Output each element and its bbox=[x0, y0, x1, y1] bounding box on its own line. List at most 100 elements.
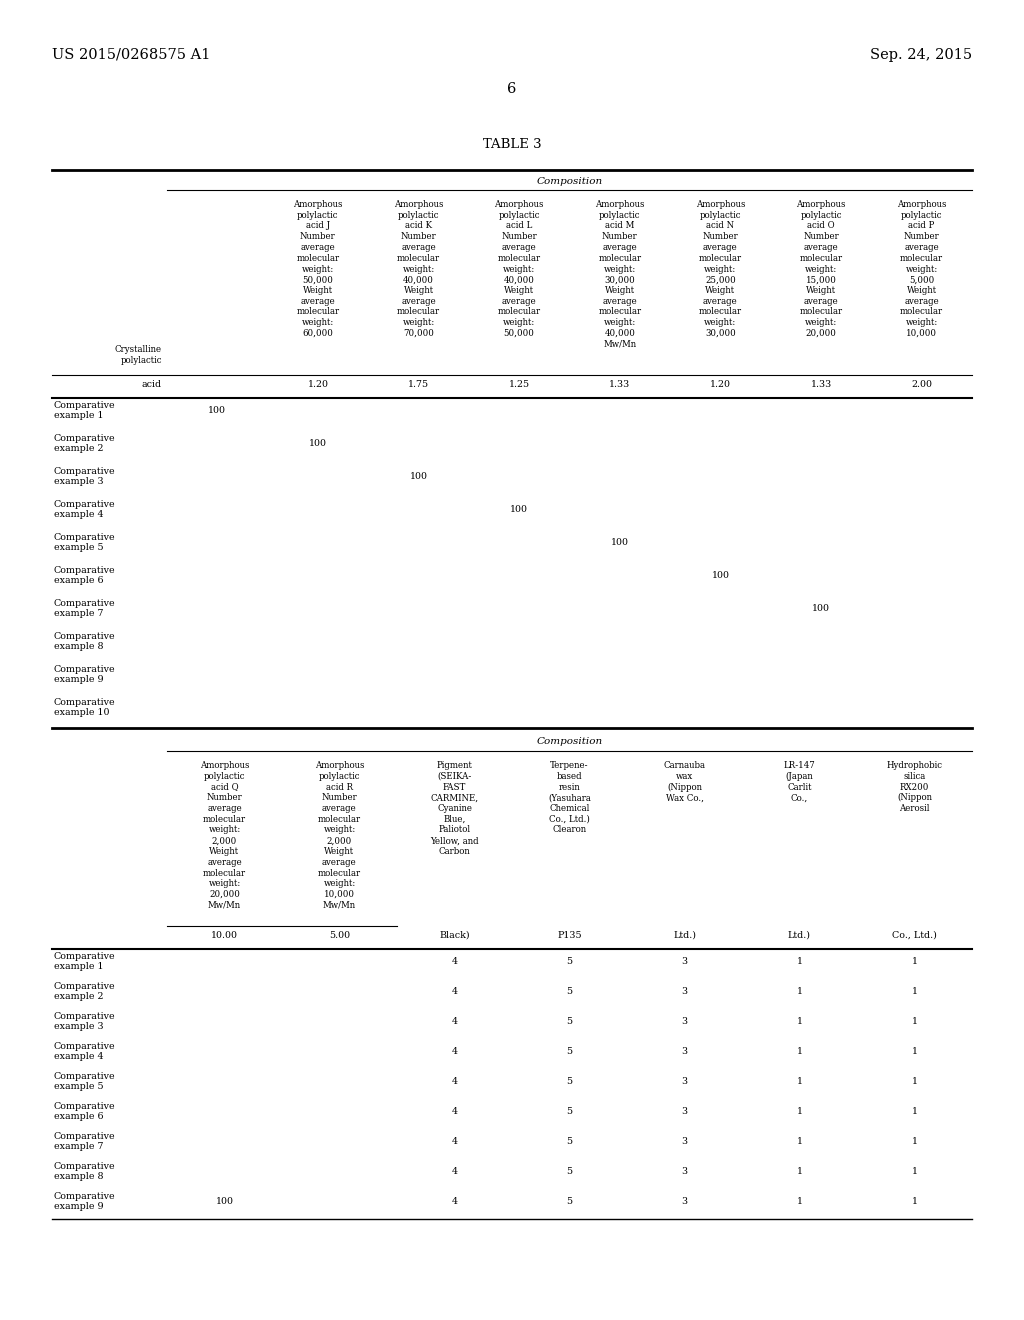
Text: 3: 3 bbox=[681, 1137, 687, 1146]
Text: 1: 1 bbox=[797, 1137, 803, 1146]
Text: 100: 100 bbox=[812, 605, 830, 612]
Text: P135: P135 bbox=[557, 931, 582, 940]
Text: Amorphous
polylactic
acid N
Number
average
molecular
weight:
25,000
Weight
avera: Amorphous polylactic acid N Number avera… bbox=[695, 201, 745, 338]
Text: Co., Ltd.): Co., Ltd.) bbox=[892, 931, 937, 940]
Text: 5: 5 bbox=[566, 1016, 572, 1026]
Text: 1: 1 bbox=[911, 1197, 918, 1206]
Text: 1: 1 bbox=[911, 1137, 918, 1146]
Text: US 2015/0268575 A1: US 2015/0268575 A1 bbox=[52, 48, 210, 62]
Text: 6: 6 bbox=[507, 82, 517, 96]
Text: Comparative
example 5: Comparative example 5 bbox=[54, 533, 116, 552]
Text: 1.25: 1.25 bbox=[509, 380, 529, 389]
Text: Pigment
(SEIKA-
FAST
CARMINE,
Cyanine
Blue,
Paliotol
Yellow, and
Carbon: Pigment (SEIKA- FAST CARMINE, Cyanine Bl… bbox=[430, 762, 479, 855]
Text: 100: 100 bbox=[215, 1197, 233, 1206]
Text: 3: 3 bbox=[681, 1167, 687, 1176]
Text: 1: 1 bbox=[911, 1016, 918, 1026]
Text: 5: 5 bbox=[566, 957, 572, 966]
Text: Crystalline
polylactic: Crystalline polylactic bbox=[115, 345, 162, 364]
Text: 3: 3 bbox=[681, 1107, 687, 1115]
Text: 3: 3 bbox=[681, 1077, 687, 1086]
Text: 1: 1 bbox=[911, 1107, 918, 1115]
Text: Comparative
example 7: Comparative example 7 bbox=[54, 599, 116, 618]
Text: 4: 4 bbox=[452, 957, 458, 966]
Text: 3: 3 bbox=[681, 987, 687, 997]
Text: 100: 100 bbox=[610, 539, 629, 546]
Text: 1: 1 bbox=[911, 1167, 918, 1176]
Text: 1: 1 bbox=[797, 1016, 803, 1026]
Text: Comparative
example 6: Comparative example 6 bbox=[54, 1102, 116, 1122]
Text: Comparative
example 1: Comparative example 1 bbox=[54, 401, 116, 420]
Text: 1.20: 1.20 bbox=[307, 380, 329, 389]
Text: Comparative
example 8: Comparative example 8 bbox=[54, 1162, 116, 1181]
Text: 1.33: 1.33 bbox=[810, 380, 831, 389]
Text: TABLE 3: TABLE 3 bbox=[482, 139, 542, 150]
Text: 1.33: 1.33 bbox=[609, 380, 631, 389]
Text: Black): Black) bbox=[439, 931, 470, 940]
Text: 4: 4 bbox=[452, 1107, 458, 1115]
Text: Comparative
example 6: Comparative example 6 bbox=[54, 566, 116, 585]
Text: 5: 5 bbox=[566, 1167, 572, 1176]
Text: Amorphous
polylactic
acid O
Number
average
molecular
weight:
15,000
Weight
avera: Amorphous polylactic acid O Number avera… bbox=[797, 201, 846, 338]
Text: Composition: Composition bbox=[537, 177, 602, 186]
Text: 1: 1 bbox=[797, 1197, 803, 1206]
Text: 1: 1 bbox=[911, 957, 918, 966]
Text: 3: 3 bbox=[681, 1047, 687, 1056]
Text: Comparative
example 4: Comparative example 4 bbox=[54, 500, 116, 519]
Text: 5: 5 bbox=[566, 1107, 572, 1115]
Text: Comparative
example 3: Comparative example 3 bbox=[54, 1012, 116, 1031]
Text: 1: 1 bbox=[797, 957, 803, 966]
Text: 5.00: 5.00 bbox=[329, 931, 350, 940]
Text: 4: 4 bbox=[452, 1047, 458, 1056]
Text: Terpene-
based
resin
(Yasuhara
Chemical
Co., Ltd.)
Clearon: Terpene- based resin (Yasuhara Chemical … bbox=[548, 762, 591, 834]
Text: Amorphous
polylactic
acid L
Number
average
molecular
weight:
40,000
Weight
avera: Amorphous polylactic acid L Number avera… bbox=[495, 201, 544, 338]
Text: 2.00: 2.00 bbox=[911, 380, 932, 389]
Text: 100: 100 bbox=[208, 407, 226, 414]
Text: Comparative
example 8: Comparative example 8 bbox=[54, 632, 116, 651]
Text: 1: 1 bbox=[911, 1077, 918, 1086]
Text: Amorphous
polylactic
acid P
Number
average
molecular
weight:
5,000
Weight
averag: Amorphous polylactic acid P Number avera… bbox=[897, 201, 946, 338]
Text: 5: 5 bbox=[566, 987, 572, 997]
Text: 1: 1 bbox=[797, 987, 803, 997]
Text: 4: 4 bbox=[452, 987, 458, 997]
Text: Hydrophobic
silica
RX200
(Nippon
Aerosil: Hydrophobic silica RX200 (Nippon Aerosil bbox=[887, 762, 942, 813]
Text: 3: 3 bbox=[681, 957, 687, 966]
Text: Ltd.): Ltd.) bbox=[788, 931, 811, 940]
Text: 100: 100 bbox=[510, 506, 528, 513]
Text: Comparative
example 5: Comparative example 5 bbox=[54, 1072, 116, 1092]
Text: Amorphous
polylactic
acid J
Number
average
molecular
weight:
50,000
Weight
avera: Amorphous polylactic acid J Number avera… bbox=[293, 201, 343, 338]
Text: Amorphous
polylactic
acid R
Number
average
molecular
weight:
2,000
Weight
averag: Amorphous polylactic acid R Number avera… bbox=[314, 762, 365, 909]
Text: Comparative
example 2: Comparative example 2 bbox=[54, 982, 116, 1002]
Text: 1: 1 bbox=[911, 1047, 918, 1056]
Text: Amorphous
polylactic
acid K
Number
average
molecular
weight:
40,000
Weight
avera: Amorphous polylactic acid K Number avera… bbox=[394, 201, 443, 338]
Text: 4: 4 bbox=[452, 1077, 458, 1086]
Text: 100: 100 bbox=[410, 473, 428, 480]
Text: Comparative
example 4: Comparative example 4 bbox=[54, 1041, 116, 1061]
Text: Comparative
example 9: Comparative example 9 bbox=[54, 1192, 116, 1212]
Text: Comparative
example 7: Comparative example 7 bbox=[54, 1133, 116, 1151]
Text: 100: 100 bbox=[712, 572, 729, 579]
Text: 1: 1 bbox=[797, 1077, 803, 1086]
Text: Comparative
example 10: Comparative example 10 bbox=[54, 698, 116, 717]
Text: 4: 4 bbox=[452, 1137, 458, 1146]
Text: 1.75: 1.75 bbox=[408, 380, 429, 389]
Text: LR-147
(Japan
Carlit
Co.,: LR-147 (Japan Carlit Co., bbox=[783, 762, 815, 803]
Text: acid: acid bbox=[142, 380, 162, 389]
Text: Amorphous
polylactic
acid M
Number
average
molecular
weight:
30,000
Weight
avera: Amorphous polylactic acid M Number avera… bbox=[595, 201, 644, 348]
Text: 1: 1 bbox=[797, 1167, 803, 1176]
Text: 3: 3 bbox=[681, 1197, 687, 1206]
Text: 5: 5 bbox=[566, 1137, 572, 1146]
Text: Comparative
example 1: Comparative example 1 bbox=[54, 952, 116, 972]
Text: 1: 1 bbox=[911, 987, 918, 997]
Text: 5: 5 bbox=[566, 1197, 572, 1206]
Text: 1: 1 bbox=[797, 1107, 803, 1115]
Text: 10.00: 10.00 bbox=[211, 931, 238, 940]
Text: 1.20: 1.20 bbox=[710, 380, 731, 389]
Text: Carnauba
wax
(Nippon
Wax Co.,: Carnauba wax (Nippon Wax Co., bbox=[664, 762, 706, 803]
Text: 5: 5 bbox=[566, 1077, 572, 1086]
Text: Ltd.): Ltd.) bbox=[673, 931, 696, 940]
Text: 5: 5 bbox=[566, 1047, 572, 1056]
Text: 100: 100 bbox=[309, 440, 327, 447]
Text: 4: 4 bbox=[452, 1016, 458, 1026]
Text: Comparative
example 9: Comparative example 9 bbox=[54, 665, 116, 684]
Text: Composition: Composition bbox=[537, 737, 602, 746]
